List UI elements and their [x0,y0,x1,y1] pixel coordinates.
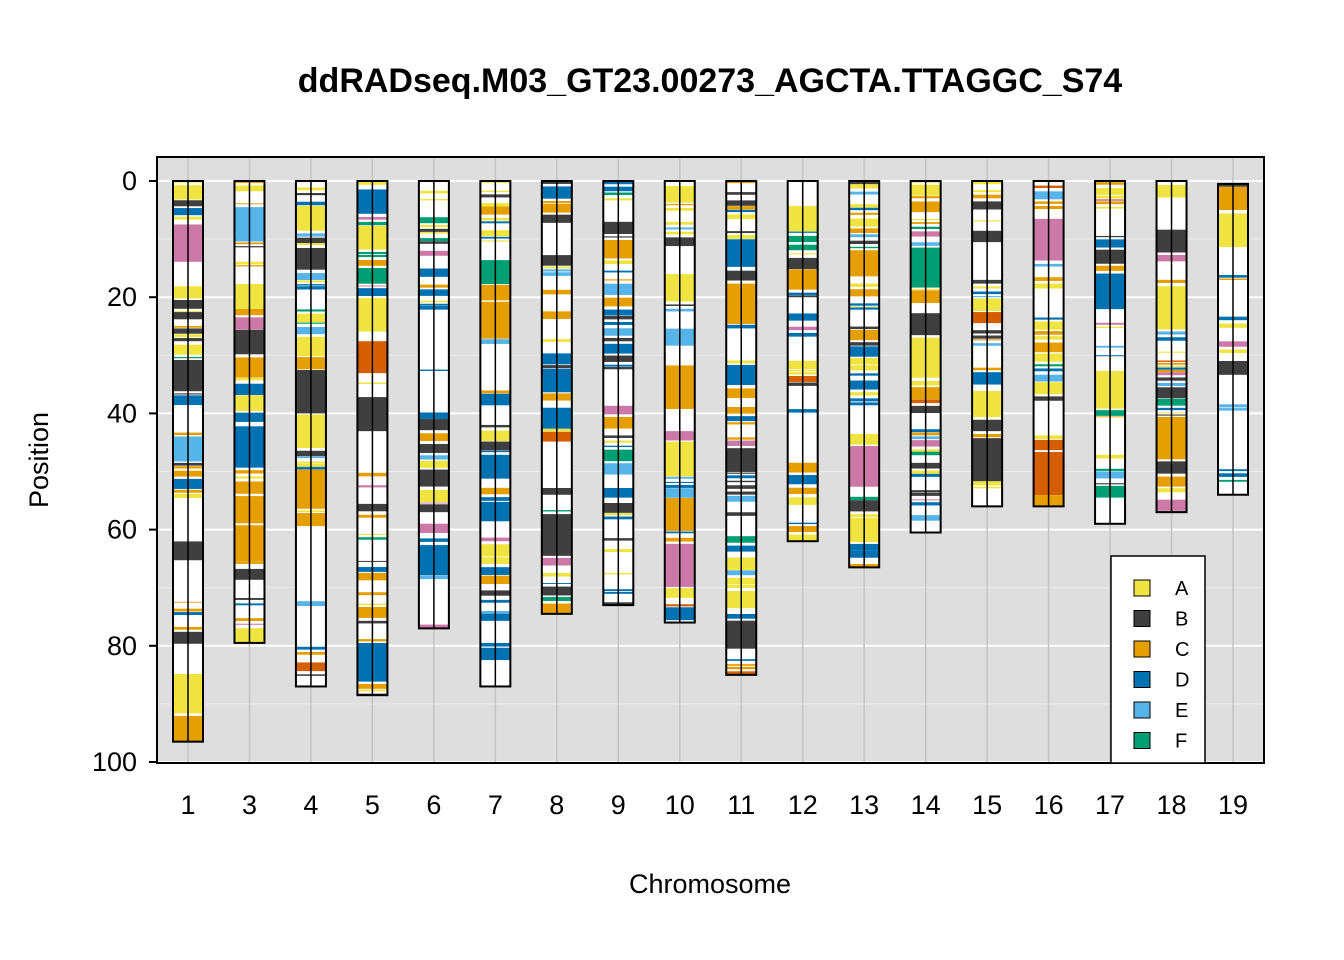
chromosome-19 [1217,182,1249,496]
legend-label-C: C [1175,639,1189,661]
plot-area [157,157,1264,763]
chromosome-outline [479,180,512,688]
legend-swatch-F [1133,732,1151,749]
chromosome-outline [602,180,635,607]
y-axis-label: Position [24,412,54,508]
chromosome-outline [172,180,204,743]
x-tick-label: 17 [1095,790,1125,820]
chromosome-outline [725,180,758,676]
plot-border [156,156,1265,764]
chromosome-11 [725,180,758,676]
chromosome-outline [786,180,819,543]
x-tick-label: 9 [611,790,626,820]
x-tick-label: 4 [303,790,318,820]
chromosome-14 [909,180,942,534]
chromosome-1 [172,180,204,743]
chromosome-outline [1094,180,1127,525]
x-tick-label: 18 [1157,790,1187,820]
x-tick-label: 6 [426,790,441,820]
chart-title: ddRADseq.M03_GT23.00273_AGCTA.TTAGGC_S74 [298,62,1123,100]
chromosome-3 [233,180,266,644]
legend-swatch-A [1133,579,1151,597]
chromosome-outline [1155,180,1188,514]
x-tick-label: 7 [488,790,503,820]
x-tick-label: 11 [727,790,755,820]
legend-swatch-B [1133,610,1151,627]
chromosome-outline [233,180,266,644]
chromosome-15 [971,180,1004,508]
chromosome-18 [1155,180,1188,514]
chromosome-outline [1217,182,1249,496]
y-tick-label: 40 [107,398,137,428]
x-tick-label: 1 [180,790,195,820]
chromosome-outline [294,180,327,688]
chromosome-9 [602,180,635,607]
chromosome-16 [1032,180,1065,508]
chromosome-outline [663,180,696,624]
y-tick-label: 80 [107,631,137,661]
legend-swatch-E [1133,701,1151,719]
y-tick-label: 100 [92,747,137,777]
chromosome-13 [848,180,881,569]
legend-label-A: A [1175,578,1189,600]
legend-label-B: B [1175,609,1188,631]
legend-label-E: E [1175,700,1188,722]
x-tick-label: 19 [1218,790,1248,820]
chromosome-outline [540,180,573,615]
y-tick-label: 60 [107,515,137,545]
chromosome-10 [663,180,696,624]
legend-swatch-D [1133,671,1151,688]
y-tick-label: 0 [122,166,137,196]
x-tick-label: 12 [788,790,818,820]
legend-box [1110,555,1206,764]
x-tick-label: 14 [911,790,941,820]
chromosome-12 [786,180,819,543]
x-axis: 1 3 4 5 6 7 8 9 10 11 12 13 14 15 16 17 18 19 [180,790,1248,820]
y-axis: 0 20 40 60 80 100 [92,166,157,777]
x-tick-label: 5 [365,790,380,820]
chromosome-17 [1094,180,1127,525]
x-tick-label: 16 [1034,790,1064,820]
x-tick-label: 8 [549,790,564,820]
legend-label-D: D [1175,670,1189,692]
x-axis-label: Chromosome [629,869,791,899]
chromosome-7 [479,180,512,688]
chromosome-8 [540,180,573,615]
chromosome-outline [909,180,942,534]
chromosome-5 [356,180,389,697]
chromosome-outline [356,180,389,697]
x-tick-label: 15 [972,790,1002,820]
chromosome-outline [1032,180,1065,508]
legend-label-F: F [1175,731,1187,753]
y-tick-label: 20 [107,282,137,312]
legend-swatch-C [1133,640,1151,658]
x-tick-label: 3 [242,790,257,820]
chromosome-bars [172,180,1249,743]
x-tick-label: 10 [665,790,695,820]
chromosome-outline [848,180,881,569]
chromosome-outline [971,180,1004,508]
chromosome-4 [294,180,327,688]
chromosome-6 [417,180,450,630]
chromosome-outline [417,180,450,630]
x-tick-label: 13 [849,790,879,820]
